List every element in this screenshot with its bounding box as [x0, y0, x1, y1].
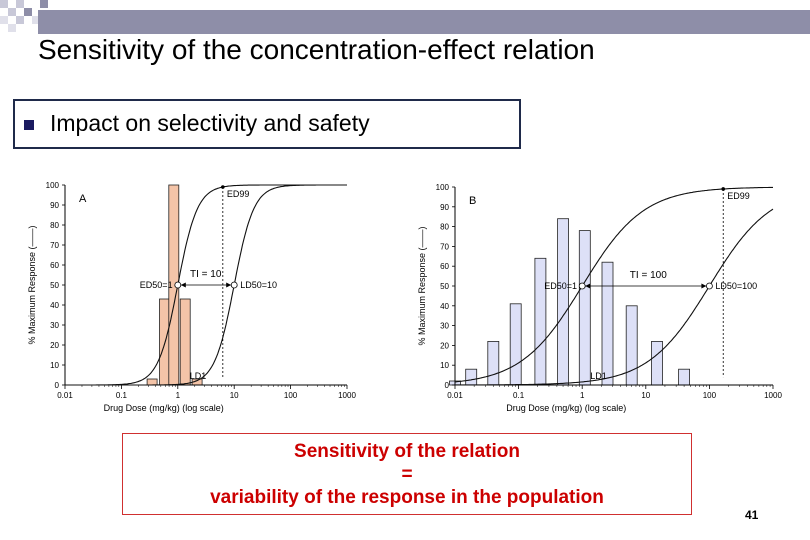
- x-axis-label: Drug Dose (mg/kg) (log scale): [506, 403, 626, 413]
- ed99-label: ED99: [227, 189, 250, 199]
- histogram-bar: [160, 299, 170, 385]
- ed50-label: ED50=1: [140, 280, 173, 290]
- y-tick-label: 40: [440, 302, 449, 311]
- y-tick-label: 70: [50, 241, 59, 250]
- ed50-label: ED50=1: [544, 281, 577, 291]
- histogram-bar: [626, 306, 637, 385]
- ed99-label: ED99: [727, 191, 750, 201]
- histogram-bar: [679, 369, 690, 385]
- ed50-marker: [175, 282, 181, 288]
- x-tick-label: 10: [230, 391, 239, 400]
- panel-letter: A: [79, 193, 87, 205]
- panel-letter: B: [469, 195, 476, 207]
- histogram-bar: [466, 369, 477, 385]
- y-tick-label: 0: [55, 381, 60, 390]
- sensitivity-line-3: variability of the response in the popul…: [210, 486, 604, 509]
- y-tick-label: 30: [440, 322, 449, 331]
- y-tick-label: 40: [50, 301, 59, 310]
- x-tick-label: 0.01: [57, 391, 73, 400]
- y-tick-label: 50: [50, 281, 59, 290]
- y-tick-label: 60: [50, 261, 59, 270]
- y-tick-label: 90: [50, 201, 59, 210]
- x-tick-label: 0.1: [513, 391, 525, 400]
- ed99-marker: [221, 185, 225, 189]
- ld50-label: LD50=100: [715, 281, 757, 291]
- x-tick-label: 0.1: [116, 391, 128, 400]
- y-tick-label: 80: [440, 223, 449, 232]
- y-tick-label: 100: [46, 181, 60, 190]
- y-tick-label: 0: [445, 381, 450, 390]
- histogram-bar: [652, 341, 663, 385]
- chart-panel-b: 0 10 20 30 40 50 60 70 80 90 100 0.01 0.1 1 10 100 1000 D…: [417, 183, 782, 413]
- ti-arrow-head-left: [181, 283, 186, 288]
- x-tick-label: 10: [641, 391, 650, 400]
- y-tick-label: 30: [50, 321, 59, 330]
- ti-label: TI = 10: [190, 269, 222, 280]
- y-tick-label: 90: [440, 203, 449, 212]
- y-axis-label: % Maximum Response (——): [417, 226, 427, 345]
- histogram-bar: [510, 304, 521, 385]
- sensitivity-line-1: Sensitivity of the relation: [294, 440, 520, 463]
- x-tick-label: 0.01: [447, 391, 463, 400]
- chart-panel-a: 0 10 20 30 40 50 60 70 80 90 100 0.01 0.1 1 10 100 1000 D…: [27, 181, 356, 413]
- ed50-marker: [579, 283, 585, 289]
- ld1-label: LD1: [590, 371, 607, 381]
- x-tick-label: 1000: [764, 391, 782, 400]
- x-tick-label: 1000: [338, 391, 356, 400]
- histogram-bar: [180, 299, 190, 385]
- ld50-label: LD50=10: [240, 280, 277, 290]
- y-tick-label: 70: [440, 242, 449, 251]
- x-tick-label: 1: [176, 391, 181, 400]
- y-tick-label: 10: [50, 361, 59, 370]
- y-tick-label: 60: [440, 262, 449, 271]
- y-tick-label: 50: [440, 282, 449, 291]
- y-tick-label: 20: [50, 341, 59, 350]
- x-tick-label: 100: [284, 391, 298, 400]
- histogram-bar: [147, 379, 157, 385]
- page-number: 41: [745, 508, 758, 522]
- lethality-curve: [455, 209, 773, 385]
- y-axis-label: % Maximum Response (——): [27, 225, 37, 344]
- histogram-bar: [488, 341, 499, 385]
- ld1-label: LD1: [190, 371, 207, 381]
- ld50-marker: [231, 282, 237, 288]
- histogram-bar: [535, 258, 546, 385]
- sensitivity-box: Sensitivity of the relation = variabilit…: [122, 433, 692, 515]
- x-tick-label: 100: [703, 391, 717, 400]
- sensitivity-line-2: =: [401, 463, 412, 486]
- histogram-bar: [579, 231, 590, 385]
- ti-arrow-head-right: [226, 283, 231, 288]
- y-tick-label: 20: [440, 341, 449, 350]
- ld50-marker: [706, 283, 712, 289]
- ti-label: TI = 100: [630, 270, 667, 281]
- x-axis-label: Drug Dose (mg/kg) (log scale): [104, 403, 224, 413]
- ti-arrow-head-right: [701, 284, 706, 289]
- x-tick-label: 1: [580, 391, 585, 400]
- histogram-bar: [602, 262, 613, 385]
- histogram-bar: [558, 219, 569, 385]
- y-tick-label: 10: [440, 361, 449, 370]
- ed99-marker: [721, 187, 725, 191]
- y-tick-label: 100: [436, 183, 450, 192]
- y-tick-label: 80: [50, 221, 59, 230]
